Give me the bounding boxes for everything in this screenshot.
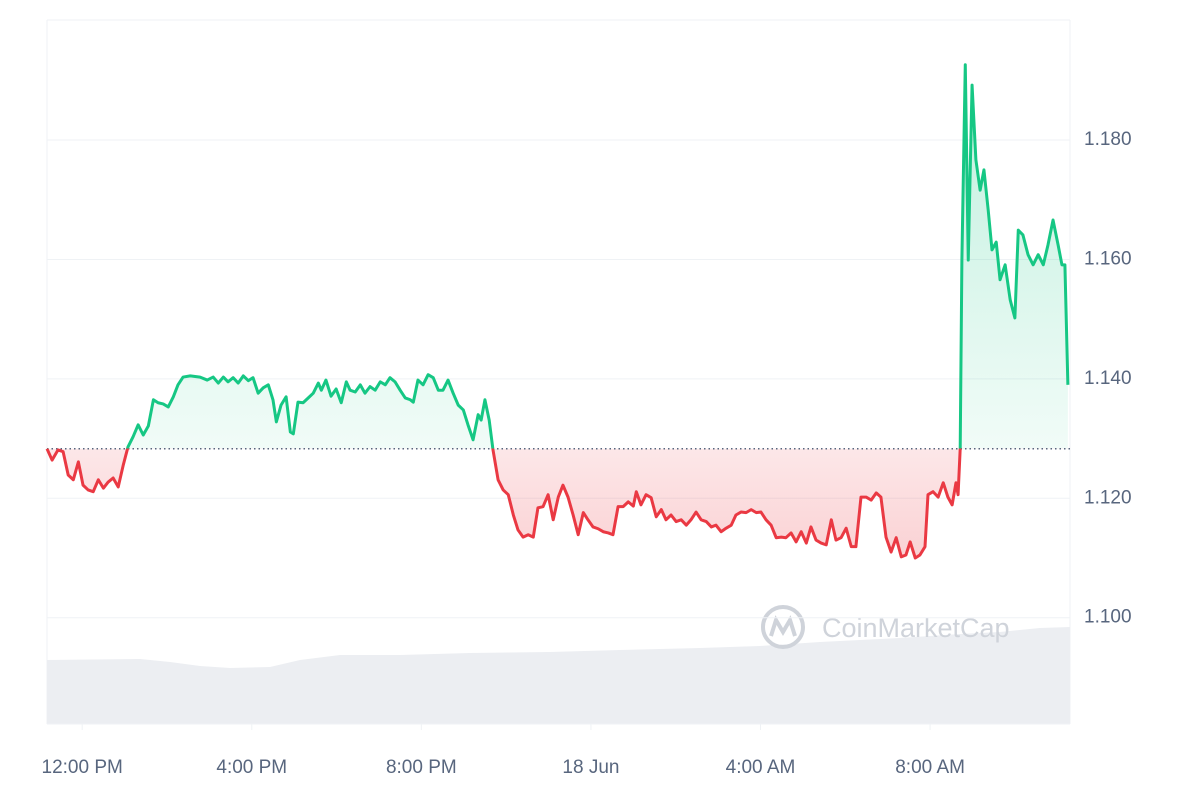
x-tick-label: 4:00 PM (216, 757, 287, 778)
x-tick-label: 12:00 PM (42, 757, 123, 778)
price-area (47, 64, 1068, 558)
watermark-logo (761, 605, 805, 649)
y-tick-label: 1.100 (1084, 607, 1132, 628)
x-tick-label: 8:00 PM (386, 757, 457, 778)
price-line (45, 63, 1070, 560)
y-tick-label: 1.140 (1084, 368, 1132, 389)
x-tick-label: 18 Jun (562, 757, 619, 778)
x-tick-label: 8:00 AM (895, 757, 965, 778)
y-tick-label: 1.180 (1084, 129, 1132, 150)
y-tick-label: 1.160 (1084, 248, 1132, 269)
y-tick-label: 1.120 (1084, 487, 1132, 508)
volume-area (47, 627, 1070, 724)
x-tick-label: 4:00 AM (726, 757, 796, 778)
